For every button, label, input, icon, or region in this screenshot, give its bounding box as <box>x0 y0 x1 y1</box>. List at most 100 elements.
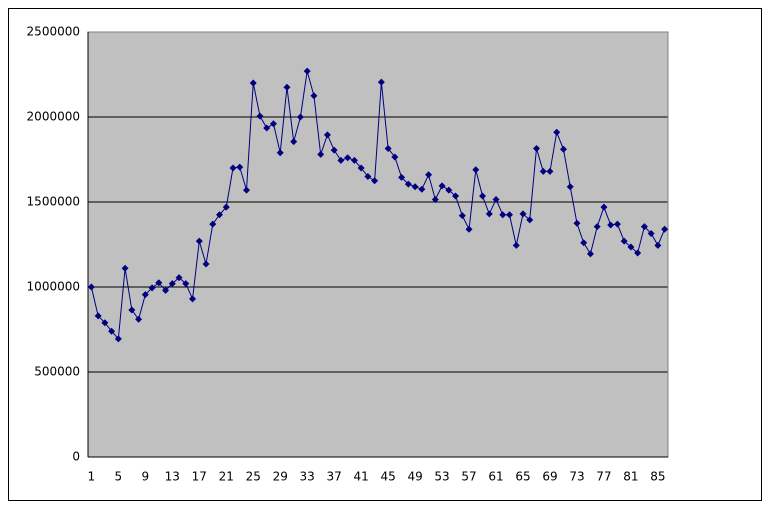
point-marker <box>175 274 183 282</box>
point-marker <box>499 211 507 219</box>
point-marker <box>546 167 554 175</box>
x-tick-label: 65 <box>515 470 530 484</box>
point-marker <box>168 280 176 288</box>
point-marker <box>431 195 439 203</box>
point-marker <box>654 241 662 249</box>
x-tick-label: 41 <box>353 470 368 484</box>
point-marker <box>323 131 331 139</box>
point-marker <box>310 92 318 100</box>
point-marker <box>661 225 669 233</box>
point-marker <box>182 280 190 288</box>
x-tick-label: 21 <box>219 470 234 484</box>
point-marker <box>607 221 615 229</box>
point-marker <box>593 223 601 231</box>
point-marker <box>141 291 149 299</box>
point-marker <box>269 120 277 128</box>
point-marker <box>600 203 608 211</box>
point-marker <box>506 211 514 219</box>
x-tick-label: 73 <box>569 470 584 484</box>
point-marker <box>647 229 655 237</box>
point-marker <box>195 237 203 245</box>
point-marker <box>202 260 210 268</box>
point-marker <box>148 284 156 292</box>
point-marker <box>350 156 358 164</box>
y-tick-label: 2500000 <box>27 25 80 39</box>
point-marker <box>411 183 419 191</box>
point-marker <box>438 182 446 190</box>
y-tick-label: 2000000 <box>27 110 80 124</box>
point-marker <box>283 83 291 91</box>
point-marker <box>553 128 561 136</box>
point-marker <box>256 112 264 120</box>
point-marker <box>108 327 116 335</box>
y-tick-label: 0 <box>72 450 80 464</box>
point-marker <box>155 279 163 287</box>
point-marker <box>330 146 338 154</box>
point-marker <box>452 192 460 200</box>
point-marker <box>445 186 453 194</box>
x-tick-label: 5 <box>115 470 123 484</box>
point-marker <box>101 319 109 327</box>
point-marker <box>263 124 271 132</box>
point-marker <box>364 173 372 180</box>
point-marker <box>613 220 621 228</box>
point-marker <box>512 241 520 249</box>
x-tick-label: 9 <box>142 470 150 484</box>
point-marker <box>384 144 392 152</box>
point-marker <box>627 243 635 251</box>
point-marker <box>573 219 581 227</box>
x-tick-label: 69 <box>542 470 557 484</box>
point-marker <box>121 264 129 272</box>
point-marker <box>566 183 574 191</box>
point-marker <box>532 144 540 152</box>
point-marker <box>276 149 284 157</box>
point-marker <box>317 150 325 158</box>
point-marker <box>640 223 648 231</box>
point-marker <box>479 192 487 200</box>
point-marker <box>303 67 311 75</box>
point-marker <box>519 210 527 218</box>
x-tick-label: 61 <box>488 470 503 484</box>
point-marker <box>485 210 493 218</box>
x-tick-label: 13 <box>165 470 180 484</box>
point-marker <box>135 315 143 323</box>
x-tick-label: 85 <box>650 470 665 484</box>
point-marker <box>209 220 217 228</box>
x-tick-label: 37 <box>327 470 342 484</box>
point-marker <box>634 249 642 257</box>
point-marker <box>128 306 136 314</box>
point-marker <box>189 295 197 303</box>
x-tick-label: 45 <box>380 470 395 484</box>
point-marker <box>371 177 379 185</box>
x-tick-label: 25 <box>246 470 261 484</box>
y-tick-label: 1000000 <box>27 280 80 294</box>
x-tick-label: 33 <box>300 470 315 484</box>
point-marker <box>87 283 95 291</box>
x-tick-label: 1 <box>88 470 96 484</box>
point-marker <box>229 164 237 172</box>
x-tick-label: 17 <box>192 470 207 484</box>
point-marker <box>236 163 244 171</box>
point-marker <box>216 211 224 219</box>
x-tick-label: 57 <box>461 470 476 484</box>
point-marker <box>404 180 412 188</box>
point-marker <box>425 171 433 179</box>
point-marker <box>391 153 399 161</box>
point-marker <box>242 186 250 194</box>
point-marker <box>337 156 345 164</box>
point-marker <box>398 173 406 181</box>
x-tick-label: 81 <box>623 470 638 484</box>
point-marker <box>526 216 534 224</box>
point-marker <box>377 78 385 86</box>
point-marker <box>586 250 594 258</box>
point-marker <box>458 212 466 220</box>
point-marker <box>580 239 588 247</box>
point-marker <box>492 195 500 203</box>
point-marker <box>472 166 480 174</box>
point-marker <box>94 312 102 320</box>
point-marker <box>162 286 170 294</box>
point-marker <box>539 167 547 175</box>
point-marker <box>222 203 230 211</box>
point-marker <box>465 225 473 233</box>
